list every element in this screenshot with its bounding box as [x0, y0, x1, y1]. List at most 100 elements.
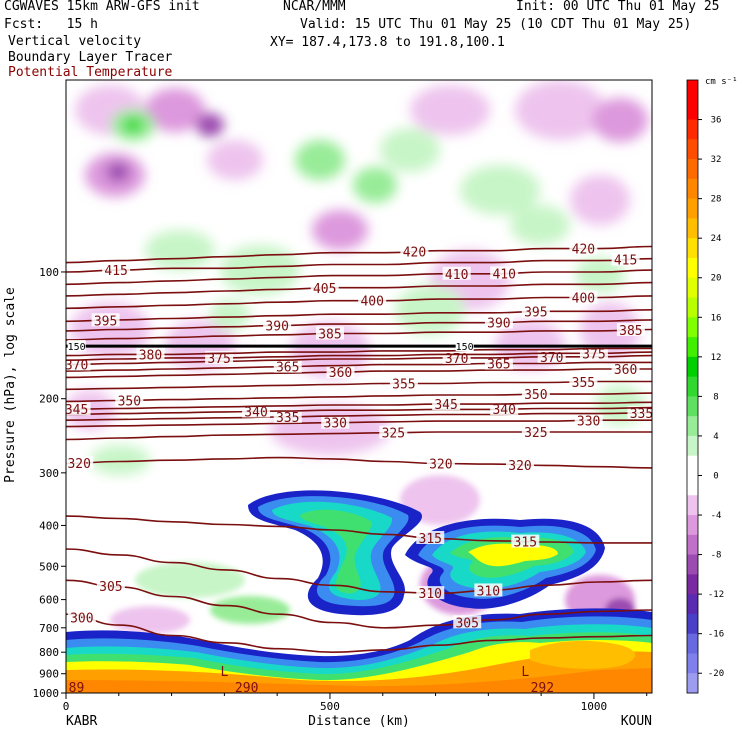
colorbar-tick-label: -8 [711, 551, 722, 561]
y-tick-label: 600 [39, 594, 59, 607]
theta-label-375: 375 [582, 347, 605, 362]
theta-label-365: 365 [276, 361, 299, 376]
theta-label-370: 370 [540, 351, 563, 366]
theta-label-305: 305 [455, 616, 478, 631]
theta-label-330: 330 [324, 417, 347, 432]
colorbar-band [687, 257, 698, 279]
theta-label-395: 395 [524, 306, 547, 321]
colorbar: 36 32 28 24 20 16 12 8 4 0 -4 -8 -12 -16 -20 [686, 79, 724, 694]
colorbar-band [687, 455, 698, 476]
theta-label-bg [490, 266, 519, 280]
colorbar-band [687, 178, 698, 200]
theta-label-420: 420 [403, 246, 426, 261]
colorbar-tick-label: -16 [708, 630, 724, 640]
colorbar-tick-label: 32 [711, 155, 722, 165]
theta-label-bg [115, 393, 144, 407]
y-tick-label: 500 [39, 560, 59, 573]
theta-label-bg [611, 361, 640, 375]
theta-contour-310 [66, 548, 652, 595]
theta-contour-415 [66, 257, 652, 273]
organization-label: NCAR/MMM [283, 0, 346, 14]
colorbar-band [687, 159, 698, 180]
colorbar-band [687, 515, 698, 536]
theta-label-360: 360 [329, 366, 352, 381]
theta-label-bg [426, 456, 455, 470]
surface-theta-label: 89 [69, 681, 85, 696]
colorbar-band [687, 594, 698, 615]
plot-frame [65, 79, 653, 694]
upper-level-velocity-blobs [66, 80, 648, 475]
colorbar-tick-label: -20 [708, 669, 724, 679]
theta-label-bg [310, 280, 339, 294]
theta-label-395: 395 [94, 314, 117, 329]
theta-contour-405 [66, 281, 652, 297]
theta-label-335: 335 [276, 411, 299, 426]
theta-label-310: 310 [419, 587, 442, 602]
theta-contour-320 [66, 456, 652, 469]
end-location-label: KOUN [621, 714, 652, 729]
theta-label-bg [91, 313, 120, 327]
theta-label-bg [242, 404, 271, 418]
theta-label-bg [326, 365, 355, 379]
low-marker: L [521, 665, 529, 680]
theta-contour-375 [66, 351, 652, 361]
valid-time: Valid: 15 UTC Thu 01 May 25 (10 CDT Thu … [300, 17, 692, 32]
theta-label-bg [442, 266, 471, 280]
theta-label-bg [616, 323, 645, 337]
theta-contour-325 [66, 431, 652, 441]
theta-label-bg [67, 610, 96, 624]
colorbar-tick-label: -4 [711, 511, 722, 521]
colorbar-band [687, 238, 698, 259]
theta-label-340: 340 [244, 405, 267, 420]
theta-label-370: 370 [65, 358, 88, 373]
theta-contour-395 [66, 309, 652, 323]
colorbar-tick-label: 12 [711, 353, 722, 363]
theta-label-420: 420 [572, 243, 595, 258]
theta-contour-385 [66, 328, 652, 341]
theta-label-bg [136, 347, 165, 361]
theta-label-405: 405 [313, 282, 336, 297]
theta-label-315: 315 [514, 536, 537, 551]
field-boundary-layer-tracer: Boundary Layer Tracer [8, 50, 173, 65]
theta-label-bg [506, 457, 535, 471]
y-tick-label: 900 [39, 668, 59, 681]
pressure-line-label-bg [67, 340, 86, 352]
colorbar-band [687, 376, 698, 397]
theta-label-330: 330 [577, 414, 600, 429]
theta-label-bg [66, 455, 94, 469]
colorbar-band [687, 396, 698, 417]
y-tick-label: 300 [39, 467, 59, 480]
colorbar-band [687, 435, 698, 457]
theta-label-bg [321, 415, 350, 429]
colorbar-band [687, 534, 698, 556]
y-tick-label: 800 [39, 646, 59, 659]
x-tick-label: 0 [63, 700, 70, 713]
theta-label-400: 400 [572, 292, 595, 307]
surface-theta-label: 290 [235, 681, 258, 696]
colorbar-band [687, 574, 698, 595]
colorbar-band [687, 554, 698, 575]
theta-label-bg [400, 244, 429, 258]
colorbar-tick-label: 24 [711, 234, 722, 244]
theta-label-390: 390 [265, 320, 288, 335]
colorbar-band [687, 613, 698, 635]
colorbar-tick-label: 16 [711, 313, 722, 323]
init-time: Init: 00 UTC Thu 01 May 25 [516, 0, 720, 14]
theta-label-390: 390 [487, 317, 510, 332]
theta-contour-340 [66, 406, 652, 416]
theta-contour-350 [66, 392, 652, 403]
theta-label-325: 325 [524, 426, 547, 441]
colorbar-band [687, 356, 698, 378]
theta-label-300: 300 [70, 612, 93, 627]
x-axis-label: Distance (km) [308, 714, 410, 729]
colorbar-band [687, 218, 698, 239]
theta-label-345: 345 [434, 398, 457, 413]
colorbar-band [687, 139, 698, 160]
theta-label-355: 355 [572, 376, 595, 391]
theta-contour-315 [66, 515, 652, 544]
colorbar-band [687, 673, 698, 694]
colorbar-band [687, 99, 698, 121]
theta-label-bg [490, 402, 519, 416]
theta-label-320: 320 [67, 457, 90, 472]
